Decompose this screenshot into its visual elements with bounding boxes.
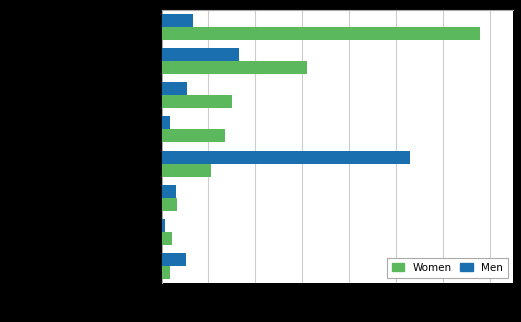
Bar — [162, 61, 307, 74]
Bar — [162, 219, 165, 232]
Bar — [162, 48, 239, 61]
Bar — [162, 151, 410, 164]
Bar — [162, 117, 170, 129]
Bar — [162, 27, 480, 40]
Bar — [162, 253, 186, 266]
Bar — [162, 129, 225, 142]
Bar — [162, 232, 172, 245]
Bar — [162, 14, 193, 27]
Bar — [162, 198, 177, 211]
Bar — [162, 266, 170, 279]
Bar — [162, 164, 210, 177]
Bar — [162, 82, 188, 95]
Bar — [162, 185, 176, 198]
Bar — [162, 95, 232, 108]
Legend: Women, Men: Women, Men — [387, 258, 508, 278]
